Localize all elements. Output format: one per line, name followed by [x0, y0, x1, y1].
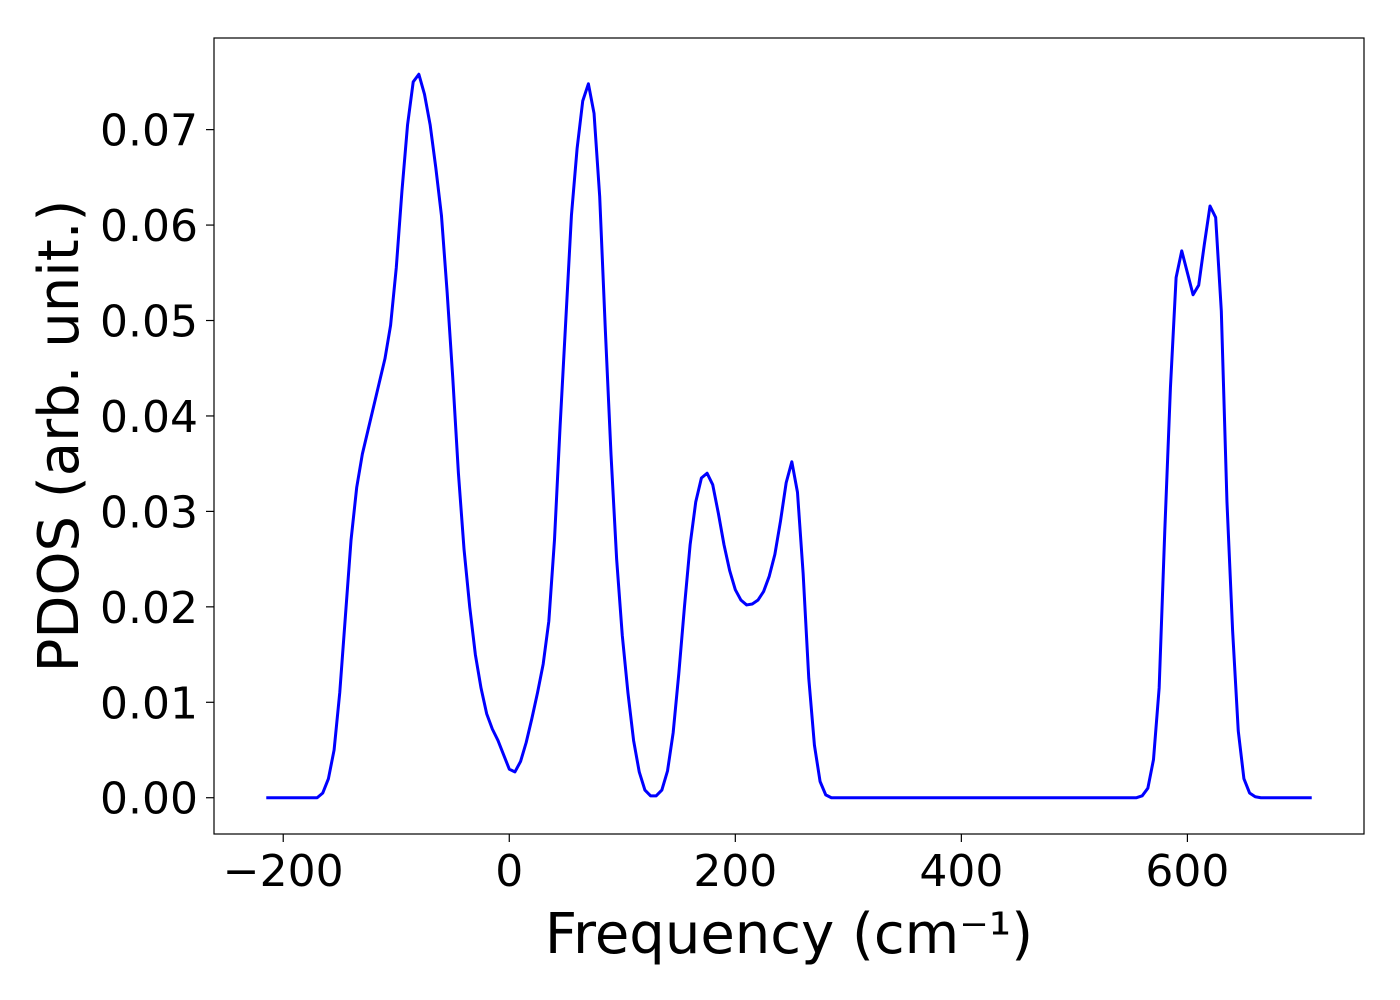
y-tick-label: 0.06	[100, 201, 198, 252]
y-tick-label: 0.00	[100, 774, 198, 825]
x-tick-label: 600	[1145, 846, 1229, 897]
y-tick-label: 0.01	[100, 678, 198, 729]
y-tick-label: 0.07	[100, 106, 198, 157]
data-line	[266, 72, 1312, 800]
y-tick-label: 0.03	[100, 487, 198, 538]
x-axis-label: Frequency (cm⁻¹)	[545, 902, 1033, 967]
x-tick-label: 200	[693, 846, 777, 897]
y-axis-label: PDOS (arb. unit.)	[27, 200, 92, 673]
y-tick-label: 0.04	[100, 392, 198, 443]
x-tick-label: 0	[495, 846, 523, 897]
y-tick-label: 0.05	[100, 297, 198, 348]
y-tick-label: 0.02	[100, 583, 198, 634]
x-tick-label: −200	[223, 846, 344, 897]
x-tick-label: 400	[919, 846, 1003, 897]
plot-frame	[213, 37, 1365, 835]
